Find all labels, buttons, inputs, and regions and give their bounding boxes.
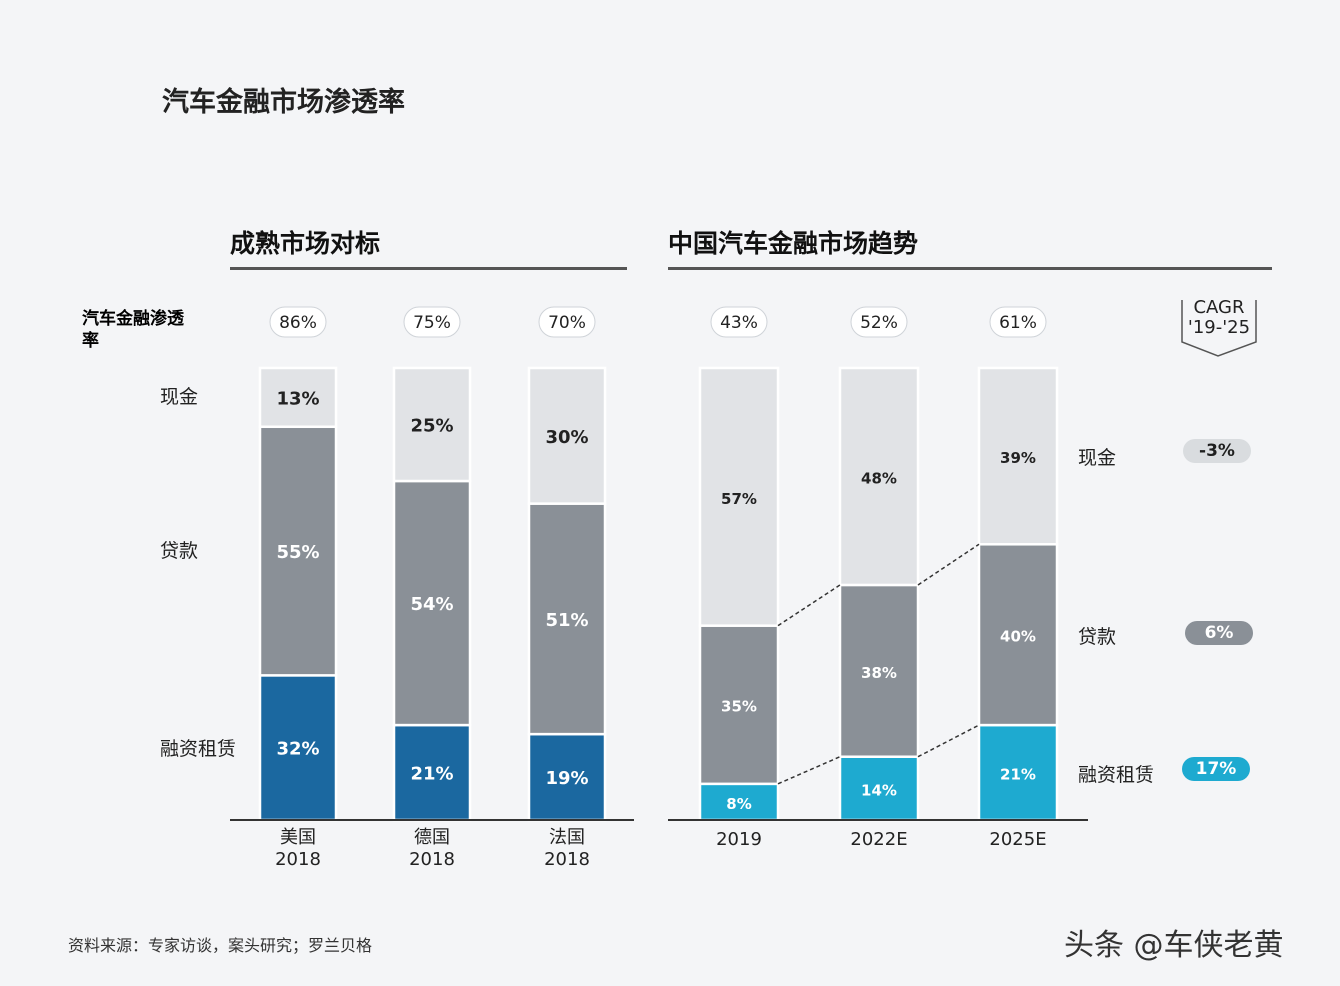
page-title: 汽车金融市场渗透率: [162, 87, 405, 118]
penetration-value-1-0: 43%: [720, 313, 758, 333]
cagr-header-line1: CAGR: [1193, 297, 1245, 318]
penetration-pill-1-0: [710, 306, 768, 338]
penetration-value-1-2: 61%: [999, 313, 1037, 333]
watermark: 头条 @车侠老黄: [1064, 928, 1284, 963]
category-label-1-1-0: 2022E: [850, 829, 907, 850]
bar-label-0-1-loan: 54%: [410, 594, 453, 615]
bar-label-0-2-loan: 51%: [545, 610, 588, 631]
left-section-title: 成熟市场对标: [230, 229, 381, 258]
right-section-title: 中国汽车金融市场趋势: [668, 229, 919, 258]
cagr-header-line2: '19-'25: [1187, 317, 1251, 338]
bar-0-1-cash: [392, 366, 472, 483]
bar-1-0-loan: [698, 624, 780, 786]
penetration-pill-0-2: [538, 306, 596, 338]
bar-label-0-1-lease: 21%: [410, 764, 453, 785]
bar-label-1-0-cash: 57%: [721, 490, 757, 508]
bar-label-1-2-lease: 21%: [1000, 766, 1036, 784]
penetration-value-1-1: 52%: [860, 313, 898, 333]
category-label-0-2-1: 2018: [544, 849, 590, 870]
penetration-value-0-0: 86%: [279, 313, 317, 333]
category-label-1-0-0: 2019: [716, 829, 762, 850]
bar-label-0-0-lease: 32%: [276, 739, 319, 760]
cagr-badge-lease: 17%: [1182, 757, 1250, 781]
bar-label-0-0-cash: 13%: [276, 388, 319, 409]
category-label-0-0-1: 2018: [275, 849, 321, 870]
source-note: 资料来源：专家访谈，案头研究；罗兰贝格: [68, 936, 373, 955]
trend-connector-loan-0: [777, 584, 841, 627]
penetration-pill-1-1: [850, 306, 908, 338]
trend-connector-lease-0: [777, 756, 841, 785]
penetration-pill-0-0: [269, 306, 327, 338]
trend-connector-loan-1: [917, 543, 980, 586]
penetration-value-0-2: 70%: [548, 313, 586, 333]
bar-1-0-cash: [698, 366, 780, 627]
bar-0-0-cash: [258, 366, 338, 429]
cagr-header: CAGR '19-'25: [1180, 298, 1258, 338]
left-label-lease: 融资租赁: [160, 738, 237, 760]
trend-connector-lease-1: [917, 724, 980, 758]
category-label-1-2-0: 2025E: [989, 829, 1046, 850]
cagr-badge-cash: -3%: [1183, 439, 1251, 463]
bar-1-1-lease: [838, 755, 920, 822]
bar-1-1-cash: [838, 366, 920, 587]
category-label-0-1-1: 2018: [409, 849, 455, 870]
penetration-value-0-1: 75%: [413, 313, 451, 333]
left-label-cash: 现金: [160, 386, 199, 408]
bar-0-1-loan: [392, 479, 472, 727]
category-label-0-2-0: 法国: [549, 827, 585, 848]
left-label-loan: 贷款: [160, 540, 199, 562]
left-section-rule: [230, 267, 627, 270]
bar-1-2-lease: [977, 723, 1059, 822]
bar-label-0-2-lease: 19%: [545, 768, 588, 789]
bar-label-1-0-lease: 8%: [726, 795, 751, 813]
penetration-pill-1-2: [989, 306, 1047, 338]
bar-1-2-cash: [977, 366, 1059, 546]
bar-1-2-loan: [977, 543, 1059, 727]
bar-label-1-1-lease: 14%: [861, 781, 897, 799]
penetration-row-label: 汽车金融渗透率: [82, 309, 184, 351]
bar-label-1-0-loan: 35%: [721, 698, 757, 716]
category-label-0-0-0: 美国: [280, 827, 316, 848]
bar-label-1-2-loan: 40%: [1000, 628, 1036, 646]
right-label-lease: 融资租赁: [1078, 764, 1155, 786]
bar-1-0-lease: [698, 782, 780, 822]
category-label-0-1-0: 德国: [414, 827, 450, 848]
bar-0-2-cash: [527, 366, 607, 505]
bar-label-1-2-cash: 39%: [1000, 449, 1036, 467]
bar-label-0-0-loan: 55%: [276, 542, 319, 563]
bar-label-0-1-cash: 25%: [410, 416, 453, 437]
right-section-rule: [668, 267, 1272, 270]
bar-0-2-loan: [527, 502, 607, 736]
cagr-badge-loan: 6%: [1185, 621, 1253, 645]
bar-label-1-1-loan: 38%: [861, 664, 897, 682]
penetration-pill-0-1: [403, 306, 461, 338]
cagr-header-frame: [1181, 300, 1257, 357]
bar-label-0-2-cash: 30%: [545, 427, 588, 448]
bar-label-1-1-cash: 48%: [861, 469, 897, 487]
right-label-loan: 贷款: [1078, 626, 1117, 648]
right-label-cash: 现金: [1078, 447, 1117, 469]
